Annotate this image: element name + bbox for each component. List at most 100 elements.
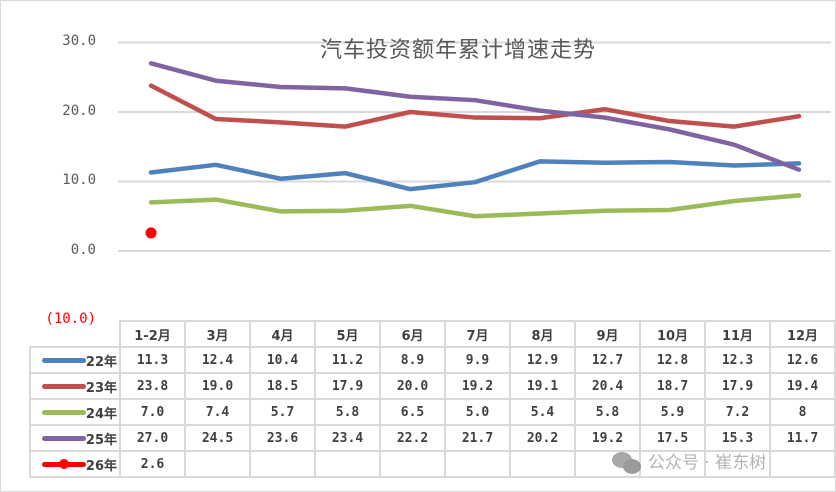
table-cell (249, 450, 316, 478)
table-cell: 20.4 (574, 372, 641, 400)
table-row: 24年 7.0 7.4 5.7 5.8 6.5 5.0 5.4 5.8 5.9 7.2 8 (29, 398, 836, 426)
table-cell: 15.3 (704, 424, 771, 452)
table-cell: 8.9 (379, 346, 446, 374)
data-point-marker (145, 227, 157, 239)
y-tick-20: 20.0 (62, 103, 96, 119)
column-header: 11月 (704, 320, 771, 348)
table-cell: 18.5 (249, 372, 316, 400)
table-cell: 12.8 (639, 346, 706, 374)
table-cell: 5.4 (509, 398, 576, 426)
column-header: 5月 (314, 320, 381, 348)
table-cell: 9.9 (444, 346, 511, 374)
legend-line-icon (41, 383, 86, 389)
legend-marker-icon (58, 458, 69, 469)
table-cell: 7.4 (184, 398, 251, 426)
table-cell: 21.7 (444, 424, 511, 452)
legend-label: 26年 (85, 458, 117, 474)
table-cell: 10.4 (249, 346, 316, 374)
table-cell: 17.5 (639, 424, 706, 452)
table-cell: 11.3 (119, 346, 186, 374)
table-cell: 5.8 (574, 398, 641, 426)
table-cell: 20.2 (509, 424, 576, 452)
table-cell (379, 450, 446, 478)
table-cell (444, 450, 511, 478)
series-line-22年 (148, 159, 802, 192)
y-tick-10: 10.0 (62, 172, 96, 188)
table-cell: 11.7 (769, 424, 836, 452)
table-cell: 18.7 (639, 372, 706, 400)
column-header: 6月 (379, 320, 446, 348)
table-cell: 19.2 (444, 372, 511, 400)
wechat-icon (612, 452, 642, 474)
table-cell: 17.9 (314, 372, 381, 400)
table-cell: 5.8 (314, 398, 381, 426)
legend-key: 23年 (29, 372, 121, 400)
table-cell: 19.1 (509, 372, 576, 400)
table-cell: 5.9 (639, 398, 706, 426)
table-cell: 23.6 (249, 424, 316, 452)
legend-line-icon (41, 357, 86, 363)
watermark: 公众号 · 崔东树 (612, 448, 766, 474)
y-tick-30: 30.0 (62, 33, 96, 49)
column-header: 9月 (574, 320, 641, 348)
table-row: 23年 23.8 19.0 18.5 17.9 20.0 19.2 19.1 20.4 18.7 1… (29, 372, 836, 400)
table-cell: 12.4 (184, 346, 251, 374)
table-cell: 23.4 (314, 424, 381, 452)
legend-key: 24年 (29, 398, 121, 426)
column-header: 4月 (249, 320, 316, 348)
table-row: 22年 11.3 12.4 10.4 11.2 8.9 9.9 12.9 12.7 12.8 12.… (29, 346, 836, 374)
table-cell: 23.8 (119, 372, 186, 400)
table-cell: 22.2 (379, 424, 446, 452)
table-cell: 12.3 (704, 346, 771, 374)
legend-label: 24年 (85, 406, 117, 422)
table-cell: 17.9 (704, 372, 771, 400)
data-table: 1-2月 3月 4月 5月 6月 7月 8月 9月 10月 11月 12月 22年 11.3 12.4 10… (29, 320, 836, 478)
legend-key: 22年 (29, 346, 121, 374)
table-cell: 12.7 (574, 346, 641, 374)
legend-line-icon (41, 435, 86, 441)
column-header: 1-2月 (119, 320, 186, 348)
series-line-25年 (148, 61, 802, 172)
table-cell: 12.9 (509, 346, 576, 374)
table-cell (769, 450, 836, 478)
table-row: 25年 27.0 24.5 23.6 23.4 22.2 21.7 20.2 19.2 17.5 1… (29, 424, 836, 452)
legend-label: 22年 (85, 354, 117, 370)
legend-key: 25年 (29, 424, 121, 452)
table-cell: 20.0 (379, 372, 446, 400)
table-row: 26年 2.6 (29, 450, 836, 478)
column-header: 8月 (509, 320, 576, 348)
table-cell (704, 450, 771, 478)
table-cell: 7.2 (704, 398, 771, 426)
series-line-24年 (148, 193, 802, 219)
column-header: 3月 (184, 320, 251, 348)
table-cell: 27.0 (119, 424, 186, 452)
table-cell: 6.5 (379, 398, 446, 426)
table-cell: 5.7 (249, 398, 316, 426)
column-header: 10月 (639, 320, 706, 348)
column-header: 7月 (444, 320, 511, 348)
series-lines (145, 61, 802, 239)
series-line-23年 (148, 83, 802, 129)
table-corner (30, 321, 120, 348)
table-header-row: 1-2月 3月 4月 5月 6月 7月 8月 9月 10月 11月 12月 (30, 320, 836, 348)
watermark-text: 公众号 · 崔东树 (648, 453, 767, 473)
table-cell: 12.6 (769, 346, 836, 374)
legend-line-icon (41, 458, 86, 469)
table-cell: 24.5 (184, 424, 251, 452)
gridlines (118, 41, 831, 252)
table-cell: 19.4 (769, 372, 836, 400)
table-cell: 5.0 (444, 398, 511, 426)
table-cell: 7.0 (119, 398, 186, 426)
legend-line-icon (41, 409, 86, 415)
table-cell: 8 (769, 398, 836, 426)
y-tick-0: 0.0 (70, 242, 96, 258)
legend-label: 25年 (85, 432, 117, 448)
table-cell: 19.0 (184, 372, 251, 400)
table-cell: 11.2 (314, 346, 381, 374)
column-header: 12月 (769, 320, 836, 348)
table-cell (509, 450, 576, 478)
table-cell (314, 450, 381, 478)
chart-title: 汽车投资额年累计增速走势 (320, 38, 597, 63)
table-cell: 19.2 (574, 424, 641, 452)
